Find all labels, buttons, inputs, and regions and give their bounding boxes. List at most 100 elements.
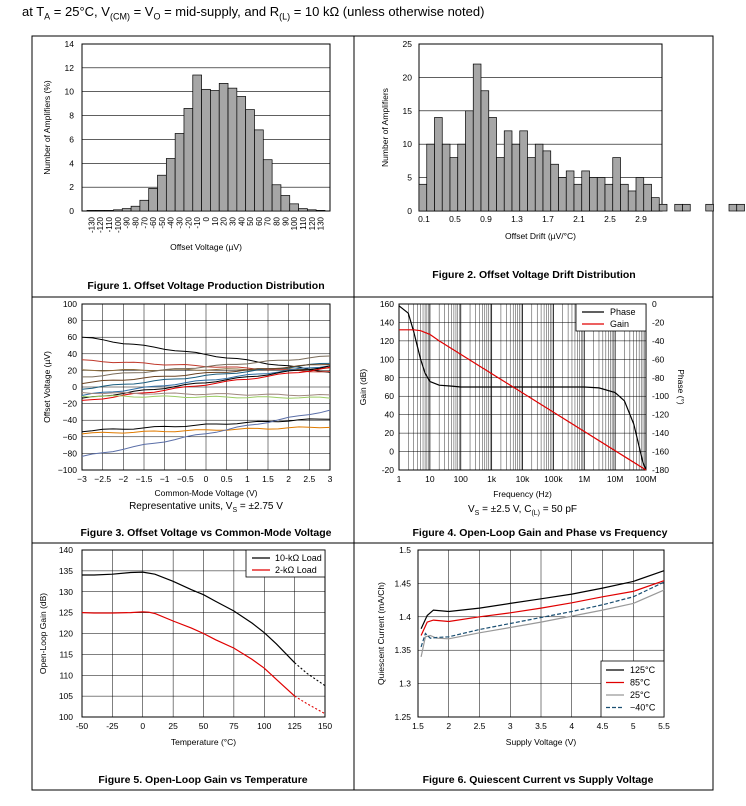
fig5-ytick-label: 110 [59, 670, 73, 680]
fig2-bar [511, 143, 521, 212]
fig1-xtick-label: 30 [228, 216, 237, 225]
fig1-bar [157, 174, 167, 212]
fig1-ytick-label: 8 [69, 111, 74, 121]
fig1-ytick-label: 2 [69, 182, 74, 192]
fig4-xtick-label: 100k [544, 474, 563, 484]
fig1-caption: Figure 1. Offset Voltage Production Dist… [87, 280, 324, 292]
fig4-ytick-label: 20 [385, 428, 395, 438]
fig2-bar [604, 183, 614, 212]
fig1-bar [210, 90, 220, 212]
fig5-xtick-label: 25 [168, 721, 178, 731]
fig1-xtick-label: -70 [140, 216, 149, 228]
fig3-ylabel: Offset Voltage (µV) [42, 351, 52, 423]
fig2-bar [480, 90, 490, 212]
fig2-bar [542, 150, 552, 212]
fig3-ytick-label: −100 [58, 465, 77, 475]
fig3-ytick-label: 100 [63, 299, 77, 309]
fig1-bar [139, 199, 150, 212]
fig3-xtick-label: 1.5 [262, 474, 274, 484]
fig1-xtick-label: 110 [299, 216, 308, 229]
fig3-ytick-label: 0 [72, 382, 77, 392]
fig2-bar [658, 203, 668, 212]
fig5-ytick-label: 115 [59, 649, 73, 659]
fig1-bar [174, 133, 185, 212]
fig1-xtick-label: 80 [273, 216, 282, 225]
fig4-phase-line [398, 305, 647, 471]
fig1-bar [254, 129, 264, 212]
fig3-xtick-label: 1 [245, 474, 250, 484]
fig2-bar [565, 170, 575, 212]
fig2-bar [465, 110, 474, 212]
fig1-bar [280, 195, 291, 212]
fig2-xtick-label: 1.3 [511, 214, 523, 224]
fig2-xtick-label: 0.9 [480, 214, 492, 224]
fig1-xtick-label: 50 [246, 216, 255, 225]
fig3-xtick-label: −3 [77, 474, 87, 484]
fig3-series-line [81, 418, 331, 433]
fig6-xtick-label: 4 [569, 721, 574, 731]
fig5-series-line [81, 611, 296, 697]
fig1-xtick-label: -20 [184, 216, 193, 228]
fig6-xtick-label: 2 [446, 721, 451, 731]
fig5-ytick-label: 100 [59, 712, 73, 722]
fig4-xtick-label: 100M [635, 474, 656, 484]
fig1-xtick-label: 70 [264, 216, 273, 225]
fig6-series-line [420, 589, 665, 658]
fig1-bar [86, 210, 97, 212]
fig2-bar [581, 170, 590, 212]
fig4-y2tick-label: -20 [652, 317, 665, 327]
fig2-bar [534, 143, 544, 212]
fig6-xtick-label: 3 [508, 721, 513, 731]
fig5-xtick-label: 125 [288, 721, 302, 731]
fig3-xtick-label: 3 [328, 474, 333, 484]
fig1-xtick-label: -100 [114, 216, 123, 233]
fig3-xtick-label: 2 [286, 474, 291, 484]
fig1-ytick-label: 14 [65, 39, 75, 49]
fig1-xtick-label: 60 [255, 216, 264, 225]
fig3-series-line [81, 362, 331, 390]
fig2-bar [550, 163, 559, 212]
fig1-bar [95, 210, 105, 212]
fig5-ytick-label: 105 [59, 691, 73, 701]
fig1-bar [262, 159, 273, 212]
fig4-caption: Figure 4. Open-Loop Gain and Phase vs Fr… [413, 527, 668, 539]
fig5-ytick-label: 130 [59, 587, 73, 597]
fig2-bar [635, 177, 645, 212]
fig1-xlabel: Offset Voltage (µV) [170, 242, 242, 252]
fig2-bar [705, 203, 714, 212]
fig1-xtick-label: -110 [105, 216, 114, 232]
fig6-series-line [420, 570, 665, 630]
fig1-xtick-label: -90 [123, 216, 132, 228]
fig4-xtick-label: 100 [454, 474, 468, 484]
fig5-xtick-label: 50 [199, 721, 209, 731]
fig1-ytick-label: 4 [69, 158, 74, 168]
fig3-ytick-label: −60 [63, 432, 78, 442]
fig3-xtick-label: 0 [204, 474, 209, 484]
fig6-ytick-label: 1.25 [394, 712, 411, 722]
fig5-xtick-label: 150 [318, 721, 332, 731]
fig3-note: Representative units, VS = ±2.75 V [129, 501, 283, 514]
fig1-bar [307, 209, 317, 212]
fig5-ytick-label: 135 [59, 566, 73, 576]
fig4-ytick-label: 160 [380, 299, 394, 309]
fig3-xtick-label: −1 [160, 474, 170, 484]
fig1-ylabel: Number of Amplifiers (%) [42, 80, 52, 175]
fig4-y2tick-label: -140 [652, 428, 669, 438]
fig4-xtick-label: 1M [578, 474, 590, 484]
fig5-series-extrapolation [294, 695, 326, 715]
fig6-xtick-label: 5.5 [658, 721, 670, 731]
fig2-xtick-label: 1.7 [542, 214, 554, 224]
fig2-bar [612, 157, 621, 212]
fig4-ylabel2: Phase (°) [676, 369, 686, 405]
fig3-ytick-label: −20 [63, 399, 78, 409]
fig6-ylabel: Quiescent Current (mA/Ch) [376, 582, 386, 685]
fig4-gain-line [399, 329, 647, 471]
fig2-bar [627, 190, 637, 212]
fig3-series-line [81, 426, 331, 435]
fig4-y2tick-label: 0 [652, 299, 657, 309]
fig6-xtick-label: 3.5 [535, 721, 547, 731]
fig6-ytick-label: 1.4 [399, 612, 411, 622]
fig6-ytick-label: 1.3 [399, 679, 411, 689]
fig2-bar [472, 63, 482, 212]
fig6-caption: Figure 6. Quiescent Current vs Supply Vo… [423, 774, 654, 786]
